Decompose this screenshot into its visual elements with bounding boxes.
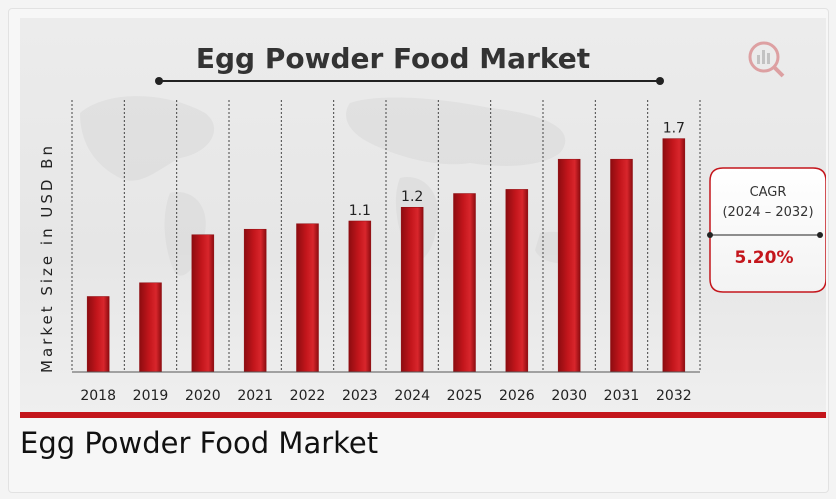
cagr-period: (2024 – 2032)	[722, 205, 813, 220]
chart-panel: Egg Powder Food Market Market Size in US…	[20, 18, 826, 413]
cagr-callout: CAGR (2024 – 2032) 5.20%	[707, 167, 826, 293]
x-tick-2031: 2031	[604, 388, 640, 404]
x-tick-2030: 2030	[551, 388, 587, 404]
bar-2019	[139, 282, 162, 373]
bar-2018	[86, 296, 110, 373]
title-underline	[155, 77, 664, 85]
x-tick-2024: 2024	[394, 388, 430, 404]
x-tick-2022: 2022	[290, 388, 326, 404]
bar-2032	[662, 138, 686, 373]
bar-2024	[400, 206, 424, 373]
bar-2020	[191, 234, 215, 373]
bar-2030	[557, 158, 581, 373]
x-tick-2023: 2023	[342, 388, 378, 404]
cagr-value: 5.20%	[735, 248, 794, 268]
bar-2021	[243, 228, 267, 373]
chart-title: Egg Powder Food Market	[196, 42, 590, 75]
bar-2031	[610, 158, 633, 373]
bar-2022	[296, 223, 319, 373]
y-axis-label: Market Size in USD Bn	[38, 143, 56, 373]
x-tick-2020: 2020	[185, 388, 221, 404]
bar-2025	[453, 193, 476, 373]
data-labels-group: 1.1 1.2 1.7	[349, 121, 685, 219]
column-dividers	[71, 100, 701, 372]
x-tick-2025: 2025	[447, 388, 483, 404]
figure-caption: Egg Powder Food Market	[20, 426, 379, 460]
brand-logo-icon	[748, 41, 785, 78]
chart-svg: Egg Powder Food Market Market Size in US…	[38, 41, 826, 404]
bars-group	[86, 138, 686, 373]
bar-2023	[348, 220, 372, 373]
data-label-2024: 1.2	[401, 189, 423, 205]
bar-2026	[505, 189, 529, 373]
x-tick-labels: 2018 2019 2020 2021 2022 2023 2024 2025 2026 2030…	[80, 388, 691, 404]
x-tick-2018: 2018	[80, 388, 116, 404]
data-label-2023: 1.1	[349, 203, 371, 219]
x-tick-2021: 2021	[237, 388, 273, 404]
x-tick-2019: 2019	[133, 388, 169, 404]
data-label-2032: 1.7	[663, 121, 685, 137]
x-tick-2032: 2032	[656, 388, 692, 404]
caption-divider	[20, 412, 826, 418]
cagr-label: CAGR	[750, 185, 787, 200]
x-tick-2026: 2026	[499, 388, 535, 404]
